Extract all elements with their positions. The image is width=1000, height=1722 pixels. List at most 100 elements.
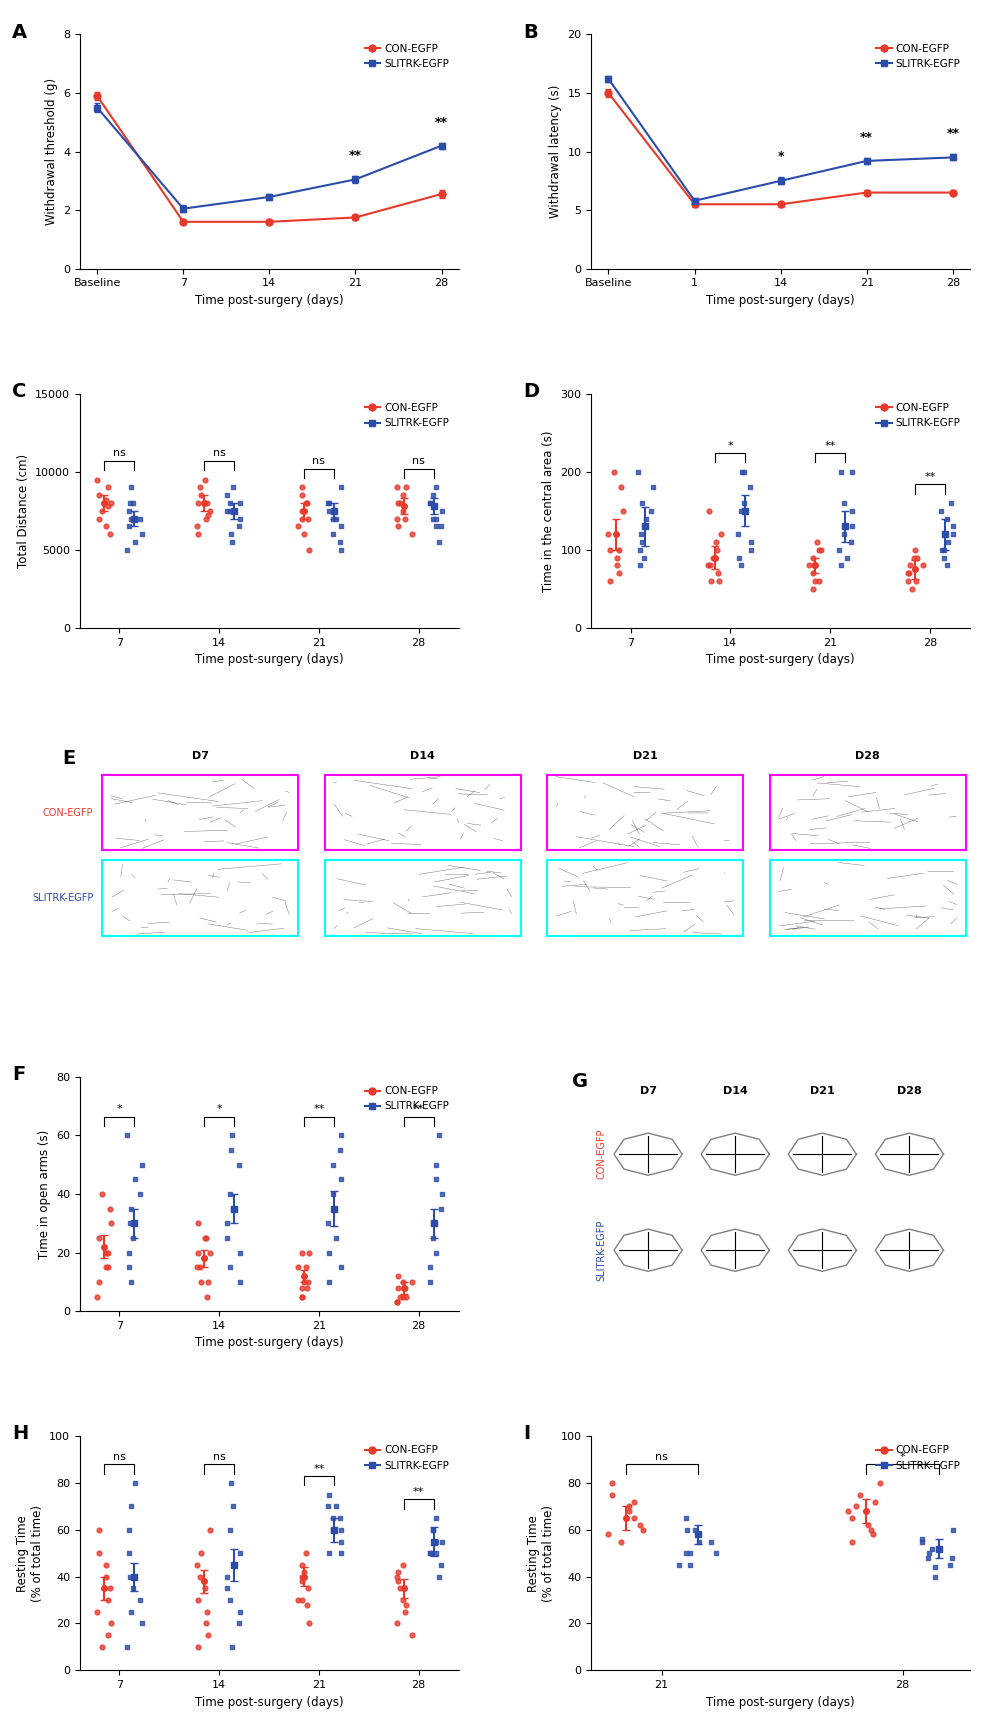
Point bbox=[332, 529, 348, 556]
Point bbox=[643, 498, 659, 525]
Point bbox=[904, 575, 920, 603]
Point bbox=[325, 1515, 341, 1543]
Text: *: * bbox=[216, 1104, 222, 1114]
Point bbox=[678, 1539, 694, 1567]
Y-axis label: Time in the central area (s): Time in the central area (s) bbox=[542, 430, 555, 592]
Point bbox=[395, 1552, 411, 1579]
Point bbox=[219, 482, 235, 510]
Text: **: ** bbox=[825, 441, 836, 451]
Point bbox=[127, 1469, 143, 1496]
Point bbox=[924, 1534, 940, 1562]
Point bbox=[634, 489, 650, 517]
Point bbox=[682, 1539, 698, 1567]
Point bbox=[193, 482, 209, 510]
Point bbox=[900, 560, 916, 587]
Point bbox=[844, 1527, 860, 1555]
Point bbox=[428, 1238, 444, 1266]
Point bbox=[602, 567, 618, 594]
Point bbox=[121, 1539, 137, 1567]
Point bbox=[122, 489, 138, 517]
Point bbox=[397, 1274, 413, 1302]
Point bbox=[389, 1564, 405, 1591]
Point bbox=[844, 498, 860, 525]
Text: **: ** bbox=[860, 131, 873, 145]
Point bbox=[320, 1209, 336, 1236]
Point bbox=[91, 1267, 107, 1295]
Text: ns: ns bbox=[213, 1452, 226, 1462]
Point bbox=[192, 1254, 208, 1281]
Text: *: * bbox=[728, 441, 733, 451]
Point bbox=[425, 1515, 441, 1543]
Point bbox=[431, 1121, 447, 1149]
X-axis label: Time post-surgery (days): Time post-surgery (days) bbox=[706, 294, 855, 307]
Point bbox=[94, 498, 110, 525]
Point bbox=[202, 1238, 218, 1266]
Point bbox=[805, 544, 821, 572]
X-axis label: Time post-surgery (days): Time post-surgery (days) bbox=[706, 653, 855, 666]
Text: **: ** bbox=[413, 1104, 424, 1114]
Point bbox=[192, 474, 208, 501]
Point bbox=[710, 560, 726, 587]
Point bbox=[333, 1254, 349, 1281]
Point bbox=[102, 1574, 118, 1601]
Point bbox=[294, 1586, 310, 1614]
Point bbox=[848, 1493, 864, 1521]
Legend: CON-EGFP, SLITRK-EGFP: CON-EGFP, SLITRK-EGFP bbox=[361, 400, 454, 432]
Point bbox=[199, 1283, 215, 1310]
Point bbox=[193, 1539, 209, 1567]
Text: I: I bbox=[523, 1424, 530, 1443]
Point bbox=[632, 536, 648, 563]
Point bbox=[860, 1512, 876, 1539]
Text: ns: ns bbox=[113, 1452, 126, 1462]
Point bbox=[942, 1552, 958, 1579]
Point bbox=[921, 1539, 937, 1567]
Point bbox=[199, 1598, 215, 1626]
Point bbox=[606, 458, 622, 486]
Point bbox=[123, 505, 139, 532]
Point bbox=[294, 482, 310, 510]
Point bbox=[332, 1137, 348, 1164]
Point bbox=[98, 513, 114, 541]
Point bbox=[902, 551, 918, 579]
Point bbox=[119, 536, 135, 563]
Point bbox=[325, 505, 341, 532]
Text: ns: ns bbox=[655, 1452, 668, 1462]
Point bbox=[91, 1224, 107, 1252]
Text: **: ** bbox=[924, 472, 936, 482]
Point bbox=[222, 1254, 238, 1281]
Point bbox=[328, 505, 344, 532]
Legend: CON-EGFP, SLITRK-EGFP: CON-EGFP, SLITRK-EGFP bbox=[872, 40, 965, 74]
Y-axis label: Withdrawal latency (s): Withdrawal latency (s) bbox=[549, 84, 562, 219]
Text: ns: ns bbox=[312, 456, 325, 467]
Point bbox=[300, 1267, 316, 1295]
Point bbox=[691, 1527, 707, 1555]
Point bbox=[390, 489, 406, 517]
Point bbox=[433, 1195, 449, 1223]
Legend: CON-EGFP, SLITRK-EGFP: CON-EGFP, SLITRK-EGFP bbox=[361, 1441, 454, 1474]
Point bbox=[915, 551, 931, 579]
Text: G: G bbox=[572, 1073, 588, 1092]
Point bbox=[395, 482, 411, 510]
Point bbox=[121, 498, 137, 525]
Point bbox=[736, 489, 752, 517]
Point bbox=[844, 513, 860, 541]
Text: **: ** bbox=[313, 1104, 325, 1114]
Point bbox=[294, 474, 310, 501]
Point bbox=[98, 486, 114, 513]
Point bbox=[709, 536, 725, 563]
Point bbox=[232, 1238, 248, 1266]
Point bbox=[428, 1539, 444, 1567]
Point bbox=[134, 1150, 150, 1178]
Point bbox=[809, 529, 825, 556]
Point bbox=[395, 1283, 411, 1310]
Point bbox=[89, 1283, 105, 1310]
Point bbox=[609, 544, 625, 572]
Point bbox=[872, 1469, 888, 1496]
Point bbox=[687, 1515, 703, 1543]
Text: D28: D28 bbox=[897, 1085, 922, 1095]
Point bbox=[390, 513, 406, 541]
Point bbox=[321, 1481, 337, 1508]
Point bbox=[198, 1224, 214, 1252]
Point bbox=[613, 474, 629, 501]
Point bbox=[123, 1267, 139, 1295]
